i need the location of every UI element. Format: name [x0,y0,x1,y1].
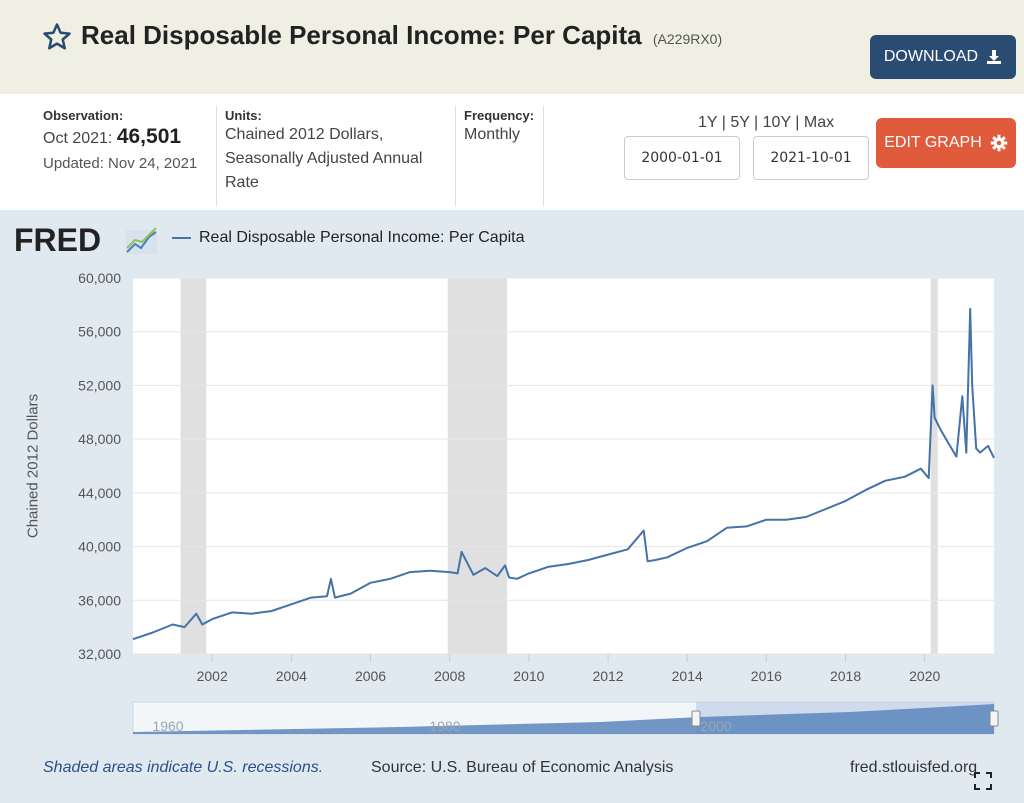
frequency-block: Frequency: Monthly [464,108,534,147]
navigator-label: 1980 [429,718,460,734]
recession-band [447,278,508,654]
navigator-selection [696,702,994,734]
recession-note: Shaded areas indicate U.S. recessions. [43,759,324,776]
navigator-track [132,701,995,735]
site-link[interactable]: fred.stlouisfed.org [850,759,978,776]
x-tick-label: 2002 [197,668,228,684]
units-line-2: Seasonally Adjusted Annual [225,150,423,167]
download-button[interactable]: DOWNLOAD [870,35,1016,79]
x-tick-label: 2004 [276,668,307,684]
page-title: Real Disposable Personal Income: Per Cap… [81,20,722,51]
y-axis-label: Chained 2012 Dollars [24,393,42,539]
chart-legend[interactable]: Real Disposable Personal Income: Per Cap… [172,229,525,247]
navigator-label: 2000 [700,718,731,734]
units-line-3: Rate [225,174,259,191]
observation-date: Oct 2021: [43,130,113,147]
navigator-series [133,704,994,734]
source-note[interactable]: Source: U.S. Bureau of Economic Analysis [371,759,674,776]
gear-icon [990,134,1007,152]
divider [216,106,217,206]
y-tick-label: 48,000 [78,431,121,447]
edit-graph-label: EDIT GRAPH [884,134,982,151]
range-links[interactable]: 1Y | 5Y | 10Y | Max [698,114,835,131]
units-block: Units: Chained 2012 Dollars, Seasonally … [225,108,422,195]
x-tick-label: 2008 [434,668,465,684]
y-tick-label: 40,000 [78,539,121,555]
fred-logo-text: FRED [14,222,101,256]
units-line-1: Chained 2012 Dollars, [225,126,384,143]
y-tick-label: 44,000 [78,485,121,501]
recession-band [180,278,207,654]
series-title: Real Disposable Personal Income: Per Cap… [81,20,642,50]
series-line [132,307,995,641]
series-id: (A229RX0) [652,31,723,47]
x-tick-label: 2018 [830,668,861,684]
divider [455,106,456,206]
units-label: Units: [225,108,262,123]
observation-block: Observation: Oct 2021: 46,501 Updated: N… [43,108,197,172]
fullscreen-icon[interactable] [974,772,992,790]
recession-band [930,278,938,654]
series-info: Observation: Oct 2021: 46,501 Updated: N… [0,94,1024,210]
y-tick-label: 36,000 [78,592,121,608]
x-tick-label: 2012 [592,668,623,684]
x-tick-label: 2016 [751,668,782,684]
edit-graph-button[interactable]: EDIT GRAPH [876,118,1016,168]
x-tick-label: 2010 [513,668,544,684]
legend-label: Real Disposable Personal Income: Per Cap… [199,229,525,246]
observation-value: 46,501 [116,125,182,148]
x-tick-label: 2006 [355,668,386,684]
y-tick-label: 56,000 [78,324,121,340]
updated-date: Updated: Nov 24, 2021 [43,155,198,172]
header: Real Disposable Personal Income: Per Cap… [0,0,1024,94]
legend-line-swatch [172,237,191,239]
star-outline-icon[interactable] [42,22,72,52]
end-date-input[interactable]: 2021-10-01 [753,136,869,180]
observation-label: Observation: [43,108,124,123]
fred-logo: FRED [14,222,159,261]
navigator-handle [691,710,701,727]
y-tick-label: 60,000 [78,270,121,286]
download-icon [987,50,1002,64]
start-date-input[interactable]: 2000-01-01 [624,136,740,180]
x-tick-label: 2014 [672,668,703,684]
divider [543,106,544,206]
frequency-value: Monthly [464,126,521,143]
y-tick-label: 32,000 [78,646,121,662]
x-tick-label: 2020 [909,668,940,684]
download-label: DOWNLOAD [883,48,979,65]
plot-area [133,278,994,654]
navigator-label: 1960 [152,718,183,734]
frequency-label: Frequency: [464,108,535,123]
y-tick-label: 52,000 [78,377,121,393]
navigator-handle [989,710,999,727]
